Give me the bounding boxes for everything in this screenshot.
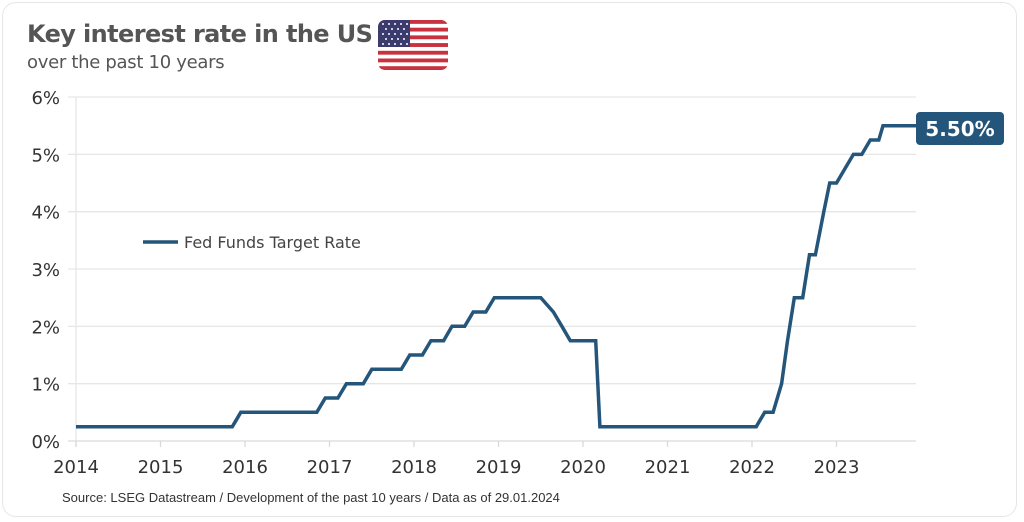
- legend: Fed Funds Target Rate: [143, 233, 361, 252]
- series-line-fed-funds-target-rate: [76, 123, 916, 429]
- us-flag-icon: [378, 20, 448, 70]
- end-value-label: 5.50%: [916, 112, 1004, 145]
- y-tick-label: 3%: [31, 260, 60, 281]
- chart-title: Key interest rate in the US: [27, 20, 373, 48]
- x-tick-label: 2017: [307, 457, 353, 478]
- legend-label: Fed Funds Target Rate: [184, 233, 361, 252]
- x-tick-label: 2021: [645, 457, 691, 478]
- y-tick-label: 6%: [31, 88, 60, 109]
- chart-card: [2, 2, 1017, 517]
- x-tick-label: 2020: [560, 457, 606, 478]
- x-tick-label: 2022: [729, 457, 775, 478]
- y-tick-label: 2%: [31, 317, 60, 338]
- y-tick-label: 4%: [31, 203, 60, 224]
- x-tick-label: 2019: [476, 457, 522, 478]
- x-tick-label: 2014: [53, 457, 99, 478]
- y-tick-label: 1%: [31, 375, 60, 396]
- end-value-label-bg: [916, 112, 1004, 145]
- y-tick-label: 5%: [31, 145, 60, 166]
- y-tick-label: 0%: [31, 432, 60, 453]
- source-note: Source: LSEG Datastream / Development of…: [62, 490, 560, 505]
- end-value-text: 5.50%: [925, 117, 994, 141]
- chart-subtitle: over the past 10 years: [27, 52, 225, 73]
- x-tick-label: 2016: [222, 457, 268, 478]
- x-tick-label: 2015: [138, 457, 184, 478]
- x-tick-label: 2018: [391, 457, 437, 478]
- x-tick-label: 2023: [814, 457, 860, 478]
